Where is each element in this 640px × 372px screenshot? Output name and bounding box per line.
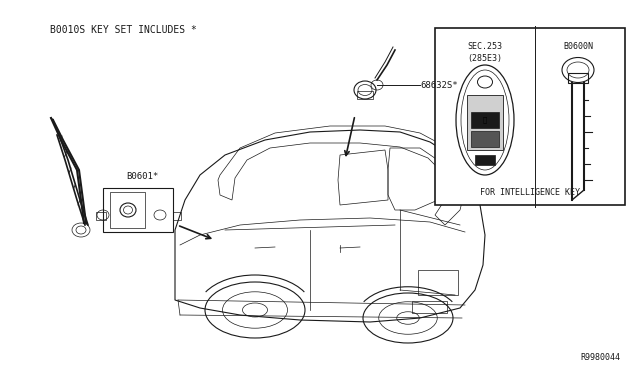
Bar	[110, 192, 145, 228]
Bar	[103, 188, 173, 232]
Bar	[412, 301, 447, 313]
Bar	[96, 212, 106, 220]
Bar	[418, 270, 458, 295]
Bar	[475, 155, 495, 165]
Bar	[435, 28, 625, 205]
Bar	[173, 212, 181, 220]
Bar	[471, 112, 499, 128]
Bar	[471, 131, 499, 147]
Bar	[467, 95, 503, 150]
Text: B0600N: B0600N	[563, 42, 593, 51]
Bar	[357, 91, 373, 99]
Text: FOR INTELLIGENCE KEY: FOR INTELLIGENCE KEY	[480, 188, 580, 197]
Bar	[568, 73, 588, 83]
Text: (285E3): (285E3)	[467, 54, 502, 63]
Text: 68632S*: 68632S*	[420, 80, 458, 90]
Text: B0010S KEY SET INCLUDES *: B0010S KEY SET INCLUDES *	[50, 25, 197, 35]
Text: R9980044: R9980044	[580, 353, 620, 362]
Text: SEC.253: SEC.253	[467, 42, 502, 51]
Text: 🔒: 🔒	[483, 117, 487, 123]
Text: B0601*: B0601*	[126, 172, 158, 181]
